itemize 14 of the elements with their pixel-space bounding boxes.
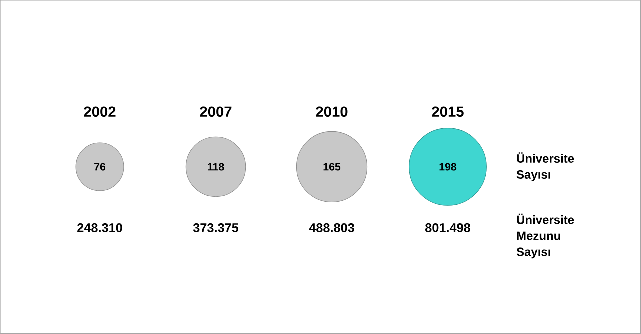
category-label: 2002 xyxy=(84,106,116,118)
data-label: 488.803 xyxy=(309,223,354,232)
text: Üniversite Mezunu Sayısı xyxy=(516,214,574,259)
data-label: 198 xyxy=(440,163,457,171)
category-label: 2015 xyxy=(432,106,464,118)
category-label: 2007 xyxy=(200,106,232,118)
category-label: 2010 xyxy=(316,106,348,118)
data-label: 801.498 xyxy=(426,223,470,232)
data-label: 248.310 xyxy=(78,223,122,232)
data-label: 118 xyxy=(208,163,224,171)
data-label: 165 xyxy=(324,163,341,171)
data-label: 373.375 xyxy=(193,223,239,232)
text: Üniversite Sayısı xyxy=(516,152,574,182)
data-label: 76 xyxy=(94,163,106,171)
